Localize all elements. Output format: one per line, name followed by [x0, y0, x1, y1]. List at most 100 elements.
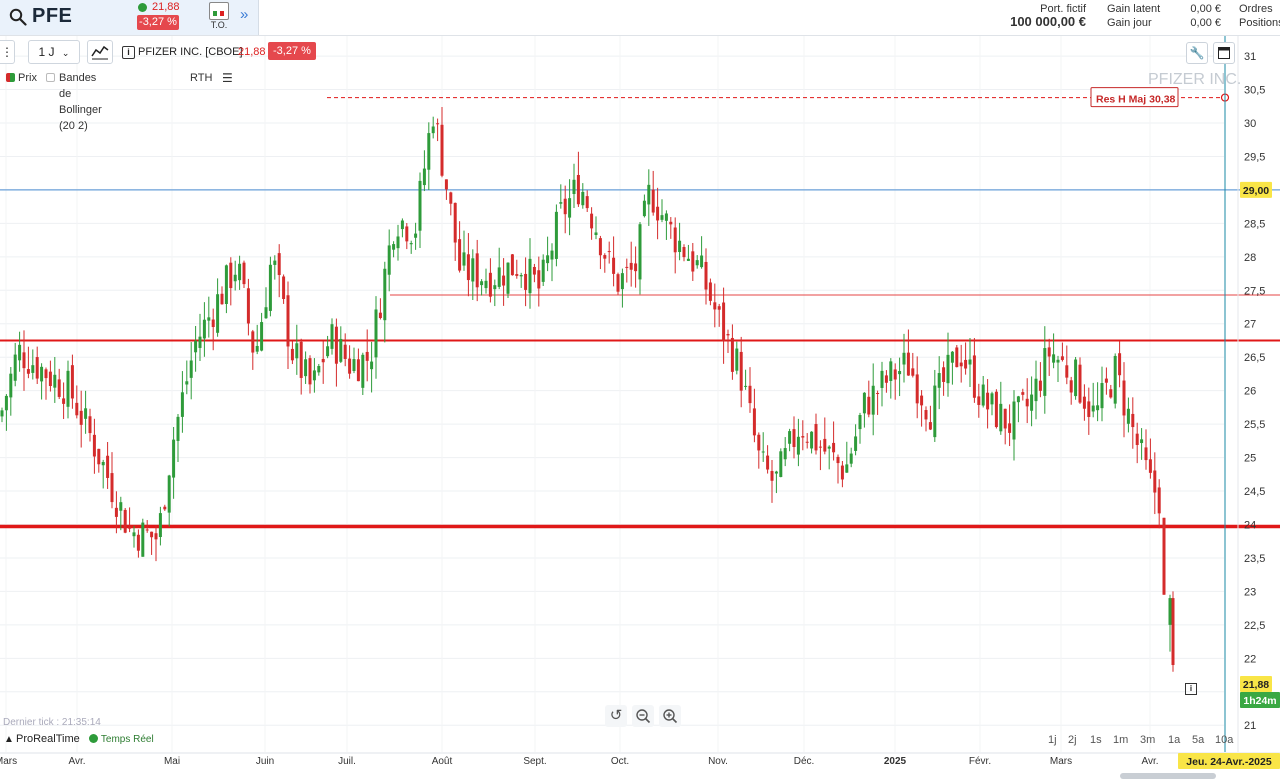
y-tick-label: 29,5 [1244, 151, 1265, 163]
list-icon[interactable]: ☰ [222, 71, 233, 85]
candle-body [132, 532, 136, 537]
top-bar: PFE 21,88 -3,27 % T.O. » Port. fictif 10… [0, 0, 1280, 36]
candle-body [519, 275, 523, 277]
drag-handle[interactable]: ⋮ [0, 40, 15, 64]
candle-body [334, 326, 338, 364]
bollinger-legend-swatch [46, 73, 55, 82]
candle-body [392, 244, 396, 250]
candle-body [220, 293, 224, 305]
candle-body [238, 263, 242, 281]
candle-body [128, 527, 132, 529]
symbol-box[interactable]: PFE 21,88 -3,27 % T.O. » [0, 0, 259, 35]
candle-body [290, 348, 294, 361]
candle-body [541, 259, 545, 282]
candle-body [246, 288, 250, 324]
resistance-label: Res H Maj 30,38 [1096, 94, 1176, 106]
candle-body [1100, 383, 1104, 409]
candle-body [497, 267, 501, 287]
chart-overlay: Res H Maj 30,38 29,00 21,88 1h24m Jeu. 24-Av… [1090, 36, 1280, 769]
x-tick-label: Avr. [1141, 756, 1158, 767]
candle-body [502, 275, 506, 286]
candle-body [1144, 447, 1148, 461]
range-3m[interactable]: 3m [1140, 734, 1156, 746]
candle-body [198, 336, 202, 348]
portfolio-value[interactable]: 100 000,00 € [1010, 14, 1086, 29]
info-icon[interactable]: i [122, 46, 135, 59]
candle-body [990, 393, 994, 405]
horizontal-scrollbar[interactable] [1120, 773, 1216, 779]
candle-body [968, 359, 972, 365]
candle-body [154, 533, 158, 540]
candle-body [400, 220, 404, 230]
price-legend-label[interactable]: Prix [18, 72, 37, 84]
candle-body [1047, 347, 1051, 357]
candle-body [458, 239, 462, 271]
candle-body [515, 274, 519, 276]
reset-zoom-icon[interactable]: ↺ [605, 705, 627, 727]
bollinger-legend-label[interactable]: Bandes de Bollinger (20 2) [59, 72, 102, 132]
period-select[interactable]: 1 J ⌄ [28, 40, 80, 64]
instrument-name: PFIZER INC. [CBOE] [138, 46, 243, 58]
candle-body [638, 224, 642, 280]
candle-body [176, 416, 180, 441]
positions-link[interactable]: Positions [1239, 17, 1280, 29]
candle-body [1065, 365, 1069, 378]
candle-body [928, 422, 932, 430]
candle-body [598, 238, 602, 256]
candle-body [466, 254, 470, 281]
candle-body [1043, 348, 1047, 396]
double-chevron-right-icon[interactable]: » [240, 6, 249, 23]
zoom-in-icon[interactable] [659, 705, 681, 727]
search-icon[interactable] [9, 8, 27, 26]
wrench-icon[interactable]: 🔧 [1186, 42, 1208, 64]
chart-type-button[interactable] [87, 40, 113, 64]
range-5a[interactable]: 5a [1192, 734, 1205, 746]
range-10a[interactable]: 10a [1215, 734, 1234, 746]
candle-body [572, 179, 576, 195]
candle-body [299, 341, 303, 378]
candle-body [106, 455, 110, 478]
candle-body [581, 191, 585, 206]
candle-body [251, 331, 255, 353]
candle-body [510, 254, 514, 276]
candle-body [229, 262, 233, 289]
rth-label[interactable]: RTH [190, 72, 213, 84]
candle-body [876, 393, 880, 395]
info-marker-icon[interactable]: i [1185, 683, 1197, 695]
window-icon[interactable] [1213, 42, 1235, 64]
candle-body [607, 251, 611, 253]
range-1j[interactable]: 1j [1048, 734, 1057, 746]
x-tick-label: Mai [164, 756, 180, 767]
orders-link[interactable]: Ordres [1239, 3, 1273, 15]
range-1a[interactable]: 1a [1168, 734, 1181, 746]
candle-body [669, 221, 673, 225]
candle-body [18, 344, 22, 361]
last-tick: Dernier tick : 21:35:14 [3, 717, 101, 728]
candle-body [484, 280, 488, 289]
range-1s[interactable]: 1s [1090, 734, 1102, 746]
zoom-out-icon[interactable] [632, 705, 654, 727]
candle-body [836, 456, 840, 464]
candle-body [370, 361, 374, 370]
candle-body [792, 429, 796, 448]
to-button[interactable]: T.O. [205, 2, 233, 32]
range-2j[interactable]: 2j [1068, 734, 1077, 746]
candle-body [119, 502, 123, 511]
candle-body [713, 302, 717, 310]
symbol-ticker[interactable]: PFE [32, 5, 73, 27]
candle-body [31, 365, 35, 373]
portfolio-label[interactable]: Port. fictif [1040, 3, 1086, 15]
candle-body [189, 360, 193, 378]
candle-body [211, 319, 215, 328]
candle-body [902, 352, 906, 365]
candle-body [326, 346, 330, 357]
time-left-label: 1h24m [1243, 695, 1276, 707]
candle-body [110, 473, 114, 503]
range-1m[interactable]: 1m [1113, 734, 1129, 746]
candle-body [1025, 398, 1029, 407]
x-tick-label: Nov. [708, 756, 728, 767]
candle-body [13, 354, 17, 381]
y-tick-label: 21 [1244, 720, 1256, 732]
candle-body [282, 276, 286, 300]
